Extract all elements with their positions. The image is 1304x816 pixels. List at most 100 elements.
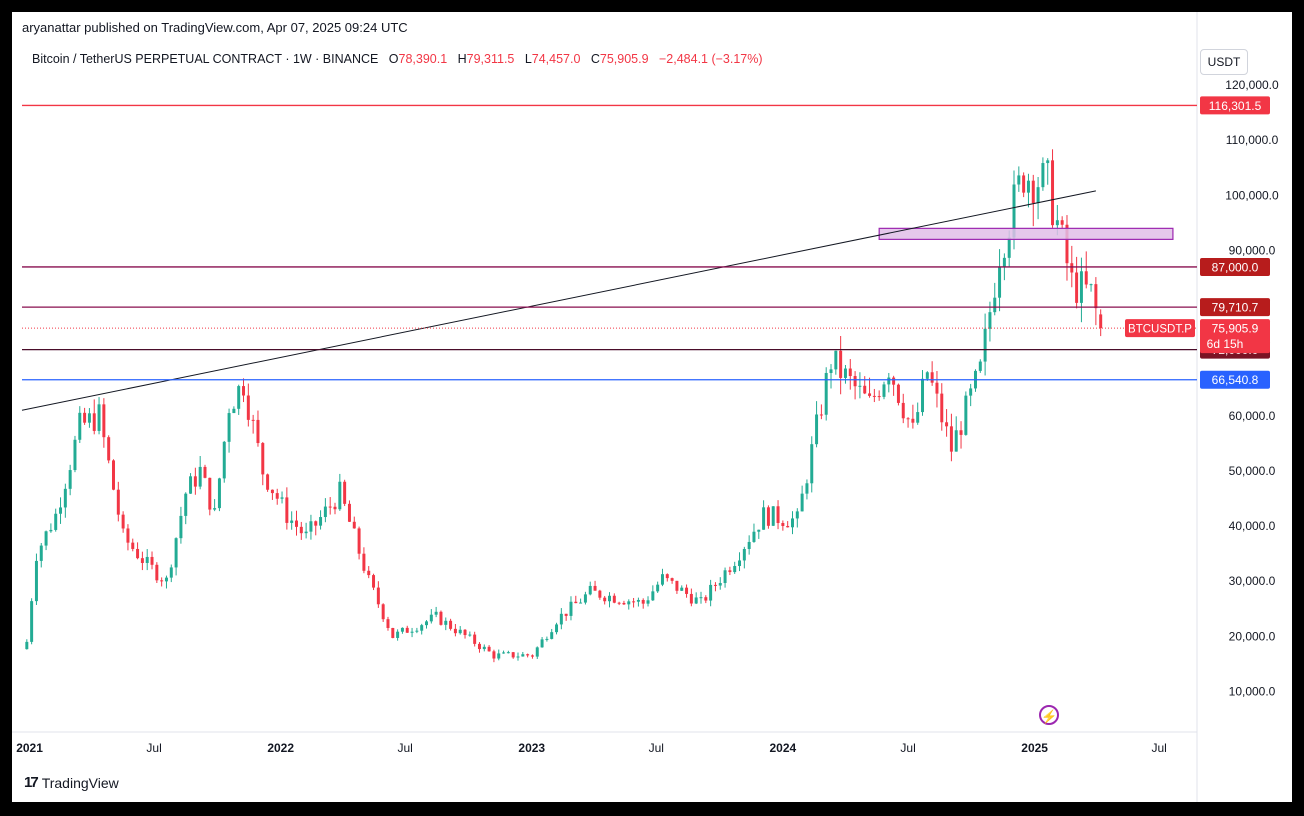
candle-body — [579, 602, 583, 604]
candle-body — [323, 506, 327, 518]
candle-body — [526, 654, 530, 656]
candle-body — [1065, 224, 1069, 264]
candle-body — [921, 378, 925, 413]
low-label: L — [524, 52, 532, 66]
candle-body — [627, 601, 631, 605]
candle-body — [184, 493, 188, 516]
symbol-tag-label: BTCUSDT.P — [1128, 324, 1192, 336]
candle-body — [155, 564, 159, 581]
candle-body — [935, 382, 939, 394]
candle-body — [502, 652, 506, 654]
symbol-name[interactable]: Bitcoin / TetherUS PERPETUAL CONTRACT · … — [32, 52, 379, 66]
y-tick-label: 110,000.0 — [1226, 133, 1279, 147]
candle-body — [477, 643, 481, 650]
candle-body — [993, 297, 997, 313]
candle-body — [848, 368, 852, 377]
candle-body — [603, 597, 607, 602]
y-tick-label: 50,000.0 — [1229, 464, 1276, 478]
candle-body — [294, 520, 298, 527]
candle-body — [314, 521, 318, 526]
candle-body — [608, 595, 611, 602]
candle-body — [713, 584, 717, 586]
close-label: C — [590, 52, 600, 66]
x-tick-label: Jul — [649, 741, 664, 755]
candle-body — [636, 599, 640, 602]
candle-body — [622, 602, 626, 605]
candle-body — [550, 632, 554, 639]
candle-body — [766, 507, 770, 526]
level-price-label: 79,710.7 — [1212, 301, 1259, 315]
candle-body — [574, 601, 578, 604]
candle-body — [612, 595, 616, 603]
candle-body — [757, 529, 761, 532]
candle-body — [174, 538, 178, 568]
candle-body — [1031, 180, 1035, 204]
candle-body — [213, 508, 217, 510]
candle-body — [189, 476, 193, 494]
level-price-label: 87,000.0 — [1212, 260, 1259, 274]
candle-body — [819, 414, 823, 416]
candle-body — [762, 507, 766, 530]
tradingview-logo[interactable]: 17 TradingView — [24, 774, 119, 791]
currency-button[interactable]: USDT — [1200, 49, 1248, 75]
candle-body — [954, 430, 958, 452]
candle-body — [564, 613, 568, 616]
candle-body — [839, 350, 843, 378]
candle-body — [916, 412, 920, 423]
x-tick-label: 2023 — [518, 741, 545, 755]
candle-body — [1060, 220, 1064, 225]
candle-body — [646, 600, 650, 604]
symbol-legend: Bitcoin / TetherUS PERPETUAL CONTRACT · … — [32, 52, 763, 66]
candle-body — [1017, 175, 1021, 185]
trendline — [21, 190, 1096, 411]
candle-body — [868, 393, 872, 396]
candle-body — [685, 587, 689, 594]
candle-body — [400, 627, 404, 632]
candle-body — [949, 426, 953, 452]
candle-body — [988, 312, 992, 329]
candle-body — [680, 587, 684, 591]
candle-body — [179, 515, 183, 539]
level-price-label: 66,540.8 — [1212, 373, 1259, 387]
candle-body — [415, 630, 419, 632]
high-label: H — [457, 52, 467, 66]
candle-body — [266, 474, 270, 490]
candle-body — [718, 583, 722, 586]
lightning-icon[interactable]: ⚡ — [1039, 705, 1059, 725]
candle-body — [1036, 187, 1040, 204]
close-value: 75,905.9 — [599, 52, 649, 66]
y-tick-label: 20,000.0 — [1229, 629, 1276, 643]
candle-body — [97, 404, 101, 431]
candle-body — [59, 507, 63, 514]
candle-body — [742, 548, 746, 561]
y-tick-label: 120,000.0 — [1225, 78, 1279, 92]
candle-body — [853, 376, 857, 387]
candle-body — [116, 489, 120, 515]
candle-body — [309, 521, 313, 532]
candle-body — [251, 419, 255, 421]
candle-body — [193, 476, 197, 487]
symbol-tag — [1125, 319, 1195, 338]
price-chart[interactable]: 120,000.0 110,000.0 100,000.0 90,000.0 60,00… — [12, 12, 1292, 802]
candle-body — [776, 506, 780, 524]
candle-body — [453, 628, 457, 634]
candle-body — [34, 560, 38, 602]
candle-body — [352, 521, 356, 529]
candle-body — [506, 652, 510, 654]
candle-body — [44, 531, 48, 546]
candle-body — [940, 393, 944, 423]
candle-body — [959, 430, 963, 435]
current-price-label: 75,905.9 — [1212, 322, 1259, 336]
candle-body — [771, 506, 775, 526]
x-tick-label: Jul — [1151, 741, 1166, 755]
candle-body — [140, 558, 144, 563]
x-tick-label: 2022 — [267, 741, 294, 755]
candle-body — [492, 651, 496, 659]
candle-body — [222, 441, 226, 479]
candle-body — [752, 531, 756, 542]
candle-body — [78, 412, 82, 440]
open-label: O — [388, 52, 399, 66]
candle-body — [738, 560, 742, 567]
candle-body — [786, 525, 790, 528]
candle-body — [54, 513, 58, 530]
